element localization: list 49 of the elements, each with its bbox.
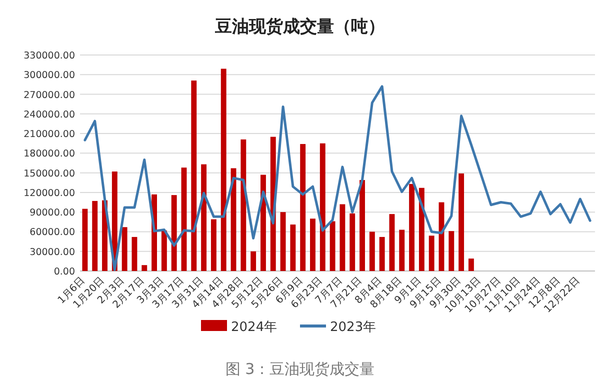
y-tick-label: 90000.00 <box>30 208 75 219</box>
bar <box>418 188 424 271</box>
bar <box>389 214 395 271</box>
bar <box>369 232 375 271</box>
y-tick-label: 30000.00 <box>30 246 75 258</box>
bar <box>250 251 256 271</box>
bar <box>428 236 434 271</box>
chart-title: 豆油现货成交量（吨） <box>214 17 385 37</box>
y-tick-label: 330000.00 <box>24 50 75 62</box>
bar <box>330 221 336 271</box>
bar <box>340 204 346 271</box>
y-tick-label: 180000.00 <box>24 148 75 160</box>
bar <box>201 164 207 271</box>
bar <box>300 144 306 271</box>
bar <box>220 68 226 271</box>
y-tick-label: 0.00 <box>54 266 75 278</box>
bar <box>399 230 405 271</box>
bar <box>161 230 167 271</box>
bar <box>142 265 148 271</box>
bar <box>360 180 365 271</box>
bar <box>350 213 356 271</box>
caption: 图 3：豆油现货成交量 <box>225 360 375 378</box>
bar <box>260 174 266 271</box>
legend-label: 2024年 <box>231 320 278 335</box>
bar <box>379 236 385 271</box>
bar <box>240 139 246 271</box>
bar <box>320 143 326 271</box>
bar <box>210 219 216 271</box>
bar <box>409 184 414 271</box>
y-tick-label: 210000.00 <box>24 129 75 140</box>
bar <box>132 236 138 271</box>
bar <box>290 224 296 271</box>
bar <box>280 212 286 271</box>
y-tick-label: 120000.00 <box>24 188 75 199</box>
bar <box>191 80 197 271</box>
y-tick-label: 270000.00 <box>24 90 75 101</box>
y-tick-label: 150000.00 <box>24 168 75 180</box>
bar <box>468 258 474 271</box>
bar <box>171 195 177 271</box>
bar <box>310 218 316 271</box>
y-tick-label: 60000.00 <box>30 227 75 238</box>
bar <box>92 200 98 271</box>
bar <box>82 208 88 271</box>
bar <box>122 227 128 271</box>
bar <box>448 231 454 271</box>
y-tick-label: 300000.00 <box>24 70 75 82</box>
bar <box>458 173 464 271</box>
legend-label: 2023年 <box>330 320 376 335</box>
y-tick-label: 240000.00 <box>24 109 75 120</box>
